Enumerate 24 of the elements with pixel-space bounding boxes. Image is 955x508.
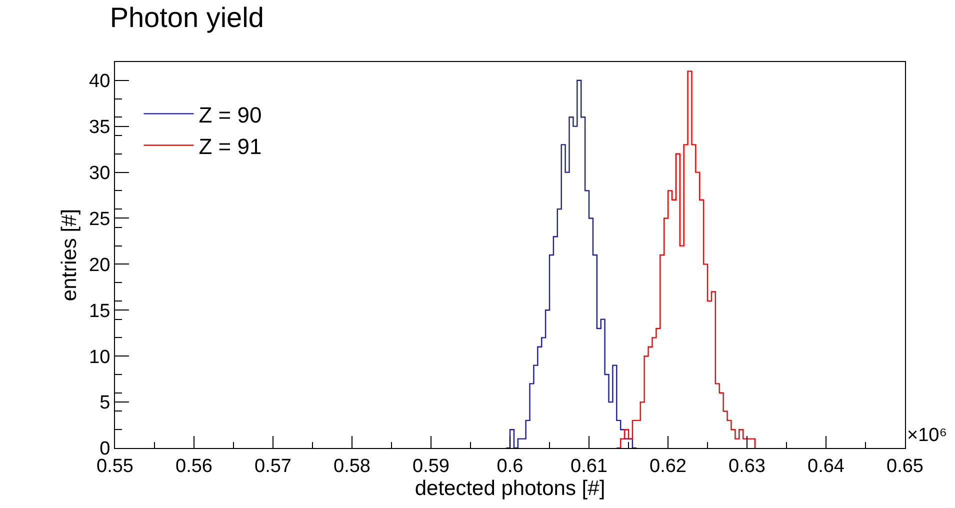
y-tick-label: 5 [100, 392, 110, 414]
y-tick-label: 20 [89, 254, 110, 276]
x-tick-label: 0.63 [728, 456, 766, 477]
x-tick-label: 0.64 [808, 456, 845, 477]
x-tick-label: 0.56 [176, 456, 212, 477]
legend-label: Z = 90 [198, 102, 262, 128]
x-tick-label: 0.57 [254, 456, 292, 477]
x-tick-label: 0.58 [334, 456, 370, 477]
y-tick-label: 30 [89, 162, 110, 184]
x-axis-title: detected photons [#] [414, 476, 606, 500]
y-axis-title: entries [#] [58, 208, 82, 302]
x-tick-label: 0.59 [412, 456, 450, 477]
y-tick-label: 10 [89, 346, 110, 368]
y-tick-label: 15 [89, 300, 110, 322]
x-tick-label: 0.62 [650, 456, 686, 477]
x-tick-label: 0.65 [886, 456, 924, 477]
y-tick-label: 25 [89, 208, 110, 230]
y-tick-label: 40 [89, 71, 110, 92]
x-tick-label: 0.61 [570, 456, 608, 477]
legend-label: Z = 91 [198, 134, 262, 159]
x-tick-label: 0.6 [496, 456, 524, 477]
text: ×10⁶ [907, 425, 948, 446]
y-tick-label: 35 [89, 116, 110, 138]
chart-title: Photon yield [110, 2, 264, 34]
